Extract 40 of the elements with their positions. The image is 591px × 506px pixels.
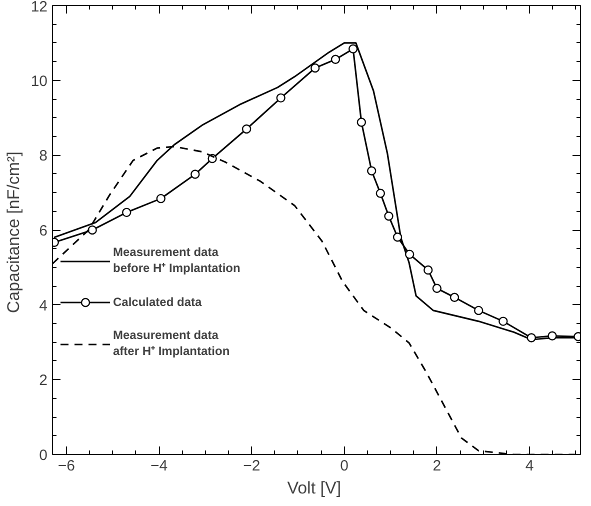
point — [424, 265, 433, 275]
point — [310, 63, 320, 73]
x-tick-label: 2 — [432, 458, 442, 474]
point — [392, 232, 402, 242]
point — [450, 292, 460, 302]
legend-label: Measurement data after H⁺ Implantation — [113, 328, 230, 359]
y-axis-title: Capacitance [nF/cm²] — [4, 152, 23, 314]
legend-label: Measurement data before H⁺ Implantation — [113, 245, 240, 276]
x-tick-label: 4 — [525, 458, 534, 474]
point — [404, 250, 414, 259]
point — [156, 194, 166, 204]
x-tick-label: −4 — [150, 458, 168, 474]
point — [242, 124, 252, 134]
point — [122, 208, 132, 218]
point — [384, 212, 394, 221]
y-tick-label: 12 — [30, 0, 48, 16]
y-tick-label: 0 — [39, 447, 48, 464]
point — [88, 225, 97, 235]
point — [356, 118, 366, 127]
point — [348, 44, 358, 54]
y-tick-label: 2 — [39, 372, 48, 390]
x-tick-label: 0 — [340, 458, 348, 474]
x-tick-label: −6 — [58, 458, 75, 474]
point — [190, 170, 200, 179]
x-tick-label: −2 — [243, 458, 260, 474]
point — [432, 284, 442, 293]
point — [526, 333, 536, 342]
legend-label: Calculated data — [113, 295, 202, 309]
y-tick-label: 6 — [39, 222, 48, 240]
point — [276, 93, 286, 103]
point — [367, 166, 376, 176]
y-tick-label: 10 — [30, 72, 48, 90]
point — [376, 188, 386, 198]
point — [548, 331, 557, 340]
point — [330, 54, 340, 64]
y-tick-label: 4 — [39, 297, 48, 314]
x-axis-title: Volt [V] — [287, 478, 342, 498]
point — [474, 306, 484, 316]
point — [498, 316, 508, 326]
y-tick-label: 8 — [39, 148, 48, 165]
